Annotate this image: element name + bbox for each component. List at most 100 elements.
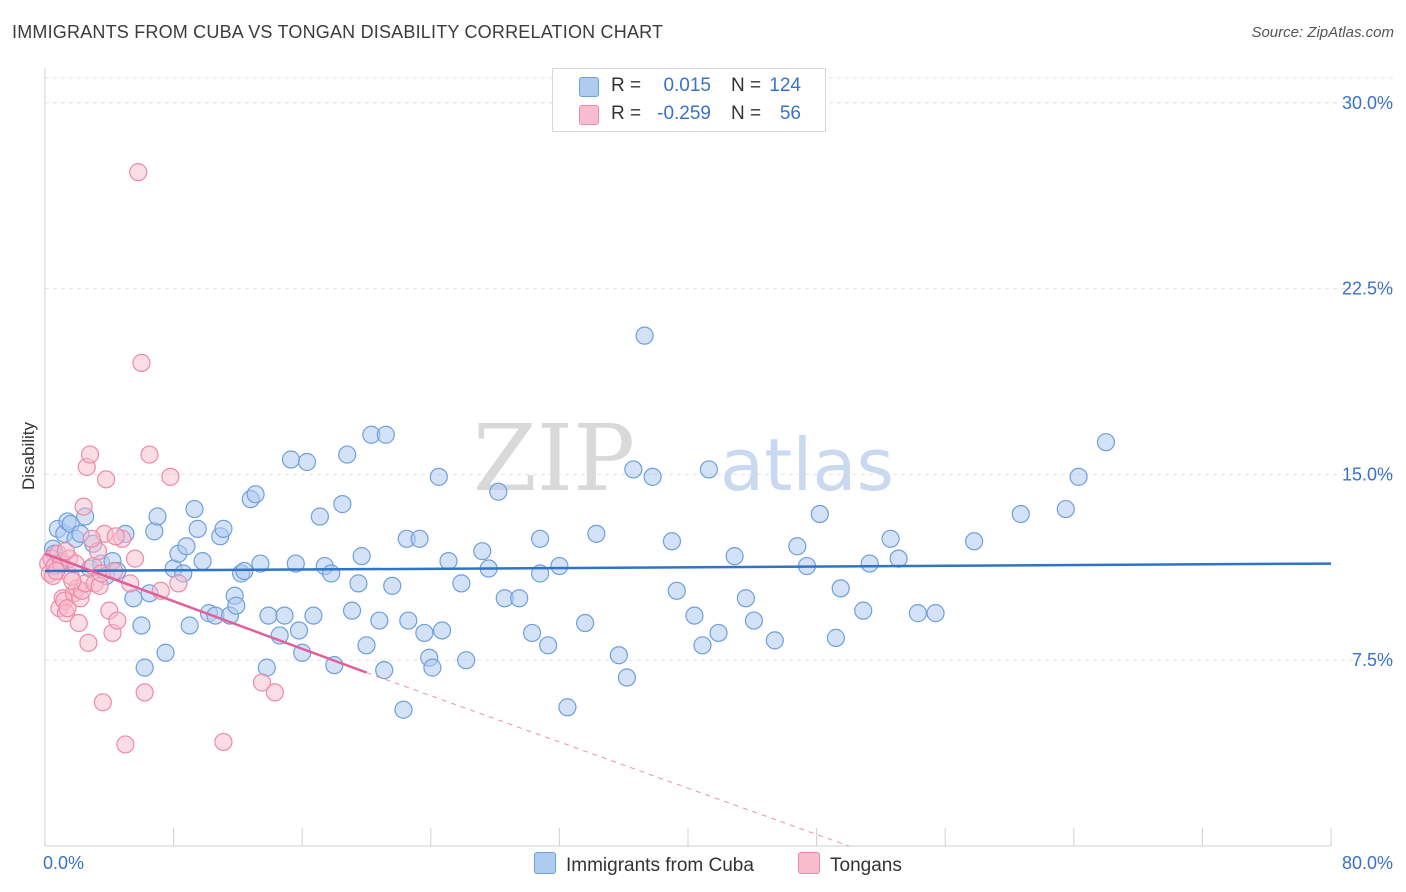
cuba-point [860, 554, 879, 573]
tongan-point [106, 527, 125, 546]
x-tick-label: 0.0% [43, 853, 84, 873]
cuba-point [439, 551, 458, 571]
tongan-point [116, 735, 135, 754]
cuba-point [275, 606, 294, 625]
r-label: R = [611, 75, 642, 96]
tongan-point [79, 633, 98, 652]
cuba-point [429, 467, 448, 486]
tongan-n-value: 56 [779, 103, 801, 124]
series-tongans [39, 163, 284, 754]
cuba-point [1069, 467, 1088, 486]
cuba-point [854, 601, 873, 620]
tongan-legend-swatch [798, 852, 820, 874]
tongan-point [74, 497, 93, 516]
tongan-point [132, 353, 151, 373]
tongan-trend-line [44, 552, 367, 674]
cuba-point [736, 589, 755, 608]
cuba-point [177, 537, 196, 556]
chart-title: IMMIGRANTS FROM CUBA VS TONGAN DISABILIT… [12, 22, 664, 42]
cuba-point [510, 589, 529, 608]
cuba-point [965, 532, 984, 551]
y-tick-label: 7.5% [1352, 650, 1393, 670]
cuba-point [124, 589, 143, 608]
cuba-point [304, 606, 323, 625]
cuba-point [214, 519, 233, 538]
bottom-legend-tongans: Tongans [798, 852, 902, 877]
tongan-point [214, 732, 233, 752]
y-tick-label: 30.0% [1342, 93, 1393, 113]
cuba-point [662, 532, 682, 551]
axes [44, 68, 1332, 847]
tongan-point [161, 467, 180, 486]
cuba-point [908, 604, 927, 623]
tongan-point [135, 683, 154, 702]
cuba-point [357, 636, 376, 655]
y-tick-labels: 7.5% 15.0% 22.5% 30.0% [1342, 93, 1393, 670]
cuba-point [693, 636, 712, 655]
cuba-point [1096, 433, 1116, 452]
cuba-point [289, 621, 309, 640]
cuba-point [667, 581, 686, 600]
cuba-point [624, 460, 643, 479]
cuba-point [709, 623, 728, 643]
cuba-point [609, 646, 628, 665]
cuba-point [587, 524, 606, 543]
cuba-point [550, 556, 569, 576]
cuba-point [259, 606, 278, 625]
cuba-point [399, 611, 418, 630]
cuba-legend-label: Immigrants from Cuba [566, 855, 754, 876]
cuba-point [788, 537, 807, 556]
cuba-point [457, 651, 476, 670]
tongan-point [63, 571, 82, 591]
cuba-point [383, 576, 402, 595]
cuba-point [394, 700, 413, 719]
tongan-point [93, 693, 112, 712]
cuba-point [643, 467, 662, 486]
legend-row-cuba: R = 0.015 N = 124 [553, 73, 825, 101]
bottom-legend-cuba: Immigrants from Cuba [534, 852, 754, 877]
tongan-point [108, 611, 127, 630]
y-tick-label: 22.5% [1342, 279, 1393, 299]
cuba-point [370, 611, 389, 630]
cuba-point [185, 499, 204, 519]
cuba-point [246, 485, 265, 504]
cuba-point [338, 445, 357, 464]
cuba-point [685, 606, 704, 625]
cuba-n-value: 124 [769, 75, 801, 96]
cuba-point [135, 658, 154, 677]
cuba-point [132, 616, 151, 635]
cuba-trend-line [44, 562, 1332, 573]
cuba-point [180, 616, 199, 635]
cuba-point [881, 529, 900, 548]
cuba-point [1011, 504, 1030, 524]
cuba-point [410, 529, 429, 548]
cuba-point [376, 425, 395, 444]
cuba-point [473, 542, 492, 561]
cuba-point [765, 631, 784, 650]
cuba-point [227, 596, 246, 615]
cuba-point [576, 613, 595, 633]
cuba-point [926, 604, 945, 623]
cuba-point [375, 661, 394, 680]
tongan-swatch [579, 105, 599, 125]
legend-row-tongans: R = -0.259 N = 56 [553, 101, 825, 129]
cuba-point [617, 668, 637, 687]
cuba-point [744, 611, 764, 630]
trend-lines [44, 552, 1332, 847]
cuba-point [889, 549, 908, 568]
tongan-point [129, 163, 148, 182]
watermark: ZIP atlas [473, 405, 894, 512]
cuba-point [349, 574, 368, 593]
cuba-point [699, 460, 718, 479]
cuba-point [522, 623, 542, 643]
tongan-point [82, 529, 101, 548]
cuba-legend-swatch [534, 852, 556, 874]
tongan-trend-extension [366, 672, 849, 847]
source-label: Source: ZipAtlas.com [1251, 24, 1394, 41]
tongan-r-value: -0.259 [657, 103, 711, 124]
cuba-point [831, 579, 850, 598]
cuba-swatch [579, 77, 599, 97]
cuba-r-value: 0.015 [663, 75, 711, 96]
tongan-point [80, 445, 100, 464]
